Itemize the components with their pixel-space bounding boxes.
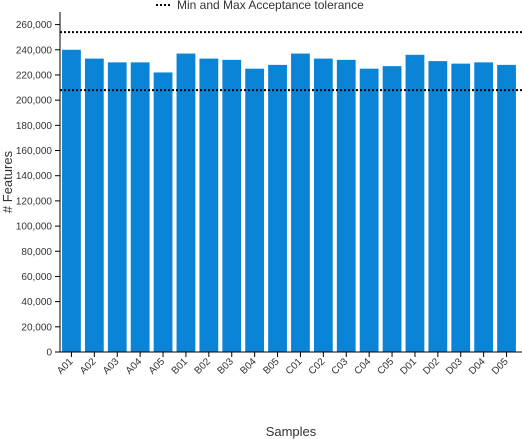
bar	[222, 59, 242, 352]
x-tick-label: D04	[467, 356, 488, 377]
bar	[107, 62, 127, 353]
x-tick-label: B01	[170, 356, 191, 377]
x-tick-label: C04	[353, 356, 374, 377]
bar	[268, 64, 287, 352]
y-tick-label: 240,000	[16, 45, 53, 56]
y-tick-label: 220,000	[16, 70, 53, 81]
x-tick-label: C02	[307, 356, 328, 377]
x-tick-label: B04	[238, 356, 259, 377]
bar	[451, 63, 471, 352]
legend-label: Min and Max Acceptance tolerance	[177, 0, 364, 12]
y-tick-label: 180,000	[16, 121, 53, 132]
bars-group	[62, 49, 516, 353]
bar	[130, 62, 150, 353]
x-tick-label: C05	[375, 356, 396, 377]
x-axis: A01 A02 A03 A04 A05 B01 B02 B03 B04 B05 C01 C02 C03 C…	[55, 352, 511, 377]
bar	[153, 72, 173, 352]
bar	[176, 53, 196, 353]
x-tick-label: A03	[101, 356, 122, 377]
bar	[382, 66, 402, 353]
x-tick-label: C03	[330, 356, 351, 377]
x-tick-label: D01	[398, 356, 419, 377]
y-tick-label: 140,000	[16, 171, 53, 182]
y-tick-label: 160,000	[16, 146, 53, 157]
x-tick-label: B02	[193, 356, 214, 377]
y-tick-label: 80,000	[21, 247, 52, 258]
y-tick-label: 60,000	[21, 272, 52, 283]
x-axis-title: Samples	[266, 424, 317, 439]
x-tick-label: D02	[421, 356, 442, 377]
y-tick-label: 120,000	[16, 196, 53, 207]
y-axis-title: # Features	[0, 150, 15, 213]
bar	[428, 61, 448, 352]
bar	[359, 68, 379, 353]
x-tick-label: B05	[261, 356, 282, 377]
y-tick-label: 0	[46, 348, 52, 359]
y-tick-label: 20,000	[21, 322, 52, 333]
y-axis: 0 20,000 40,000 60,000 80,000 100,000 120,000 1…	[16, 20, 60, 359]
x-tick-label: D03	[444, 356, 465, 377]
bar	[313, 58, 333, 353]
y-tick-label: 200,000	[16, 96, 53, 107]
x-tick-label: A04	[124, 356, 145, 377]
bar	[474, 62, 494, 353]
y-tick-label: 260,000	[16, 20, 53, 31]
x-tick-label: C01	[284, 356, 305, 377]
x-tick-label: D05	[490, 356, 511, 377]
bar	[497, 64, 516, 352]
bar	[336, 59, 356, 352]
bar	[291, 53, 310, 353]
bar	[245, 68, 265, 353]
x-tick-label: B03	[216, 356, 237, 377]
x-tick-label: A02	[78, 356, 99, 377]
y-tick-label: 100,000	[16, 222, 53, 233]
reference-lines	[60, 31, 522, 92]
x-tick-label: A05	[147, 356, 168, 377]
bar	[199, 58, 219, 353]
bar	[405, 54, 425, 352]
bar	[84, 58, 104, 353]
x-tick-label: A01	[55, 356, 76, 377]
legend: Min and Max Acceptance tolerance	[156, 0, 364, 12]
bar	[62, 49, 81, 353]
y-tick-label: 40,000	[21, 297, 52, 308]
